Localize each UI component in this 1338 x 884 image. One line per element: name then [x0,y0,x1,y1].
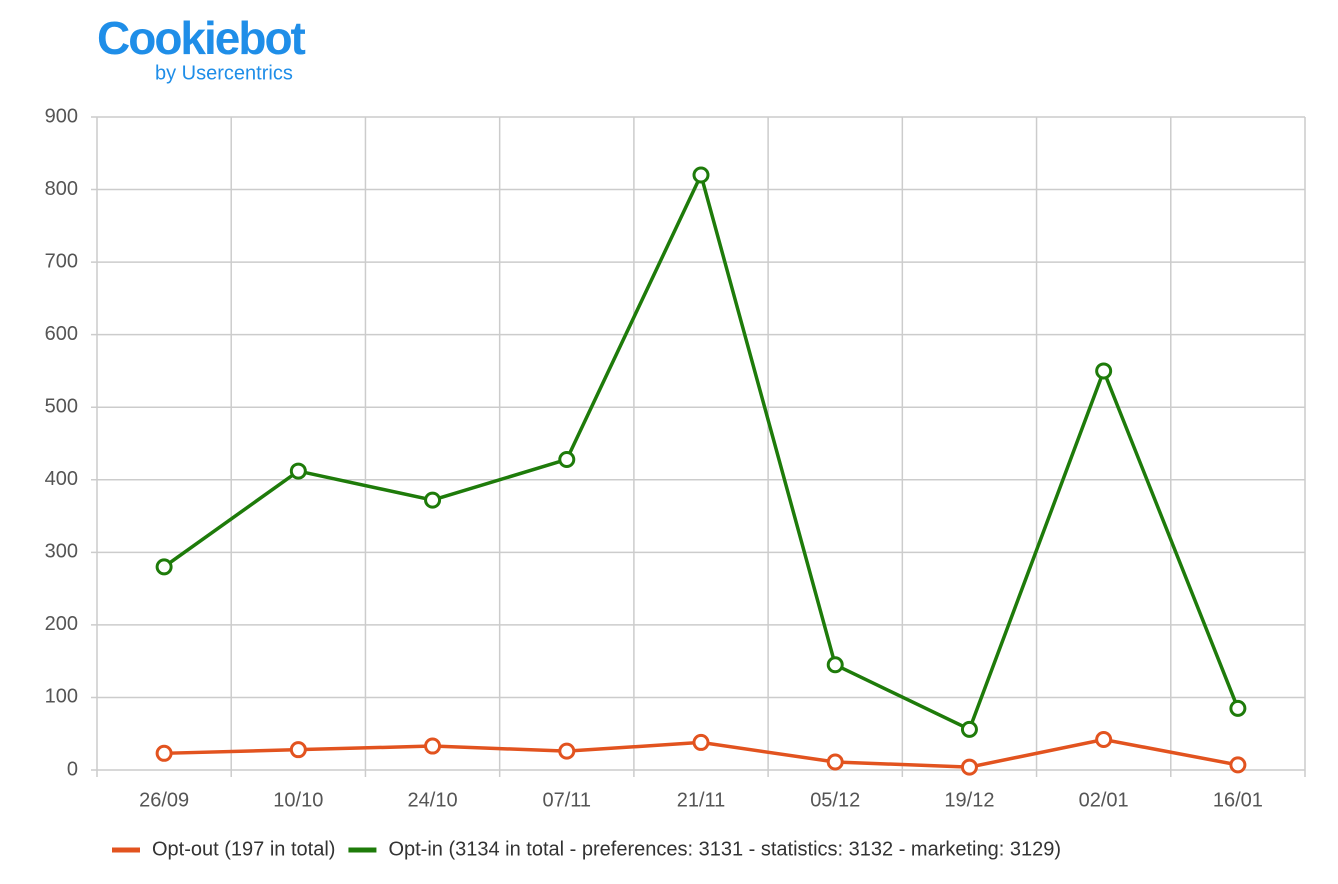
point [960,758,978,776]
point [424,737,442,755]
point [960,720,978,738]
series-line [163,170,1240,732]
x-tick-label: 05/12 [810,789,860,811]
point [289,741,307,759]
point [155,744,173,762]
y-tick-label: 200 [45,613,78,635]
point [289,462,307,480]
x-tick-label: 16/01 [1213,789,1263,811]
x-tick-label: 21/11 [677,789,726,811]
point [1095,731,1113,749]
y-tick-label: 300 [45,541,78,563]
y-tick-label: 0 [67,758,78,780]
point [424,491,442,509]
x-tick-label: 10/10 [273,789,323,811]
point [1095,362,1113,380]
y-tick-label: 800 [45,178,78,200]
x-tick-label: 26/09 [139,789,189,811]
legend-label: Opt-in (3134 in total - preferences: 313… [388,838,1061,860]
point [558,742,576,760]
point [155,558,173,576]
point [692,166,710,184]
y-tick-label: 900 [45,105,78,127]
y-tick-label: 600 [45,323,78,345]
y-tick-label: 100 [45,686,78,708]
point [1229,756,1247,774]
point [692,733,710,751]
logo-tagline: by Usercentrics [155,62,293,84]
point [826,753,844,771]
point [558,450,576,468]
x-tick-label: 07/11 [542,789,591,811]
point [826,656,844,674]
y-tick-label: 700 [45,250,78,272]
logo-name: Cookiebot [97,12,306,64]
x-tick-label: 02/01 [1079,789,1129,811]
x-tick-label: 24/10 [408,789,458,811]
legend-label: Opt-out (197 in total) [152,838,335,860]
x-tick-label: 19/12 [944,789,994,811]
y-tick-label: 500 [45,396,78,418]
y-tick-label: 400 [45,468,78,490]
point [1229,699,1247,717]
